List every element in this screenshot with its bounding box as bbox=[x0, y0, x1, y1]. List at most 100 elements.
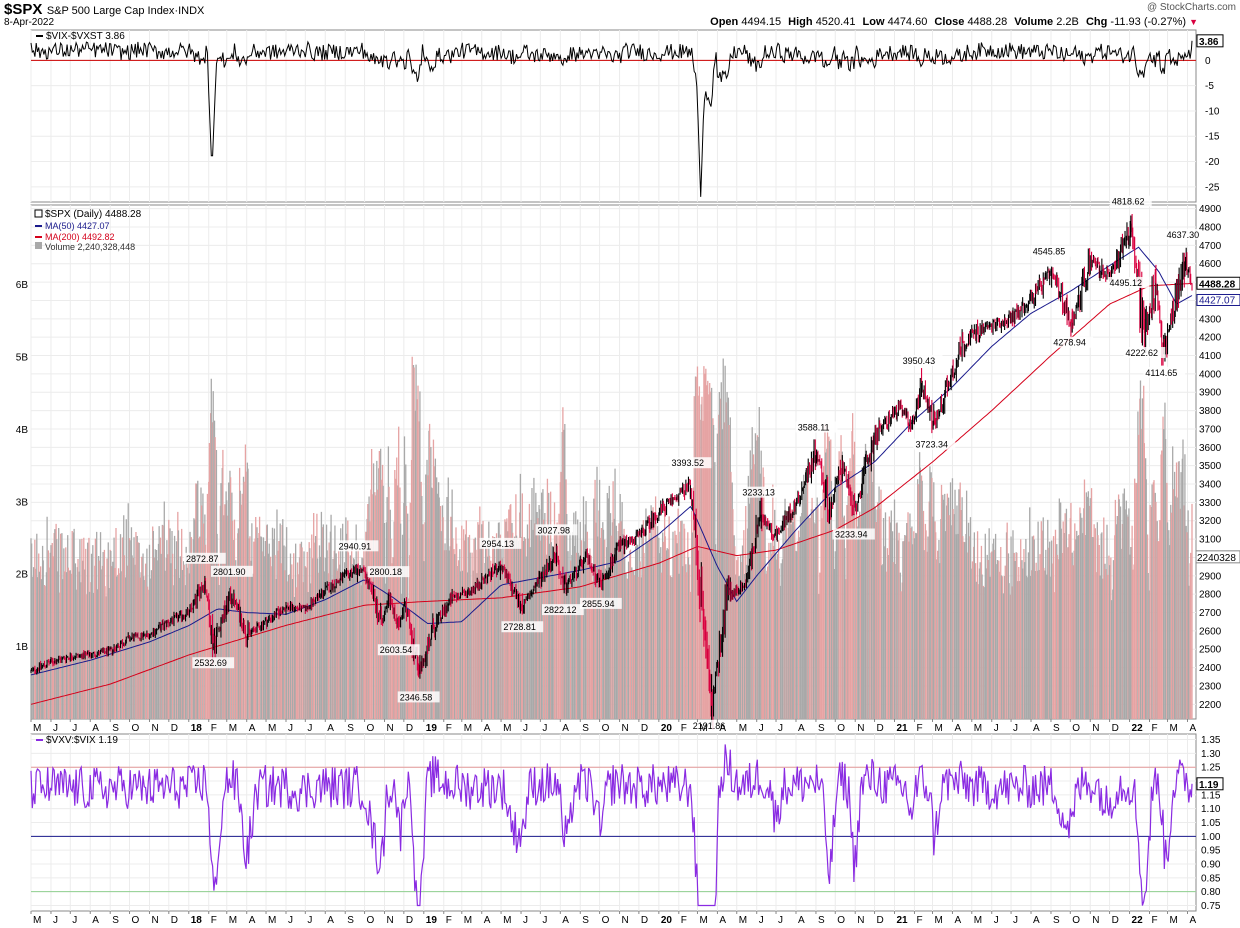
x-tick-label: N bbox=[151, 915, 158, 926]
price-annotation: 2603.54 bbox=[380, 645, 413, 655]
x-tick-label: F bbox=[681, 723, 687, 734]
x-tick-label: N bbox=[857, 723, 864, 734]
price-annotation-bg bbox=[579, 597, 622, 609]
chart-header: $SPX S&P 500 Large Cap Index·INDX 8-Apr-… bbox=[4, 0, 1236, 30]
x-tick-label: J bbox=[307, 915, 312, 926]
price-annotation: 2346.58 bbox=[400, 692, 433, 702]
vxv-tick-label: 1.00 bbox=[1201, 832, 1221, 843]
x-tick-label: M bbox=[974, 915, 982, 926]
price-tick-label: 4600 bbox=[1199, 259, 1222, 270]
x-tick-label: D bbox=[877, 915, 884, 926]
price-annotation: 2801.90 bbox=[213, 567, 246, 577]
vxv-tick-label: 1.15 bbox=[1201, 790, 1221, 801]
price-legend-label: $SPX (Daily) 4488.28 bbox=[45, 209, 142, 220]
x-tick-label: O bbox=[602, 915, 610, 926]
price-annotation: 2822.12 bbox=[544, 605, 577, 615]
down-arrow-icon: ▼ bbox=[1189, 17, 1198, 27]
vix-legend-label: $VIX-$VXST 3.86 bbox=[46, 31, 125, 42]
x-tick-label: J bbox=[778, 723, 783, 734]
price-bars bbox=[30, 214, 1193, 730]
chg-value: -11.93 (-0.27%) bbox=[1110, 16, 1187, 28]
x-tick-label: N bbox=[622, 723, 629, 734]
index-name: S&P 500 Large Cap Index bbox=[46, 5, 175, 17]
x-tick-label: O bbox=[132, 915, 140, 926]
price-tick-label: 4900 bbox=[1199, 204, 1222, 215]
price-annotation-bg bbox=[833, 528, 875, 540]
x-tick-label: A bbox=[249, 915, 256, 926]
close-label: Close bbox=[934, 16, 965, 28]
x-tick-label: S bbox=[112, 915, 119, 926]
x-tick-label: J bbox=[759, 723, 764, 734]
volume-tick-label: 4B bbox=[16, 425, 29, 436]
price-tick-label: 3400 bbox=[1199, 480, 1222, 491]
close-last-label: 4488.28 bbox=[1199, 279, 1236, 290]
ma200-legend-swatch bbox=[35, 236, 42, 238]
x-tick-label: J bbox=[288, 723, 293, 734]
price-tick-label: 4300 bbox=[1199, 314, 1222, 325]
x-tick-label: F bbox=[916, 915, 922, 926]
price-annotation: 3950.43 bbox=[903, 356, 936, 366]
price-annotation: 2954.13 bbox=[482, 539, 515, 549]
price-annotation-bg bbox=[479, 537, 522, 549]
x-tick-label: D bbox=[171, 723, 178, 734]
price-annotation-bg bbox=[795, 421, 838, 433]
x-tick-label: J bbox=[759, 915, 764, 926]
exchange: INDX bbox=[178, 5, 205, 17]
vix-vxst-line bbox=[30, 40, 1193, 197]
price-annotation-bg bbox=[541, 604, 584, 616]
x-tick-label: A bbox=[249, 723, 256, 734]
x-tick-label: O bbox=[837, 723, 845, 734]
x-tick-label: J bbox=[53, 723, 58, 734]
vxv-last-label: 1.19 bbox=[1199, 780, 1219, 791]
x-tick-label: A bbox=[562, 915, 569, 926]
volume-label: Volume bbox=[1014, 16, 1054, 28]
x-tick-label: O bbox=[837, 915, 845, 926]
x-tick-label: J bbox=[542, 723, 547, 734]
price-annotation: 4114.65 bbox=[1145, 368, 1177, 378]
x-tick-label: M bbox=[974, 723, 982, 734]
price-panel: 2872.87 2801.90 2532.69 2940.91 2800.18 2603.… bbox=[16, 195, 1240, 731]
x-tick-label: D bbox=[641, 915, 648, 926]
x-tick-label: O bbox=[367, 723, 375, 734]
price-annotation-bg bbox=[669, 457, 712, 469]
price-tick-label: 3600 bbox=[1199, 443, 1222, 454]
symbol: $SPX bbox=[4, 1, 43, 18]
x-tick-label: 20 bbox=[661, 723, 673, 734]
x-tick-label: A bbox=[798, 723, 805, 734]
price-tick-label: 2800 bbox=[1199, 590, 1222, 601]
price-annotation: 4818.62 bbox=[1112, 197, 1145, 207]
ma50-last-label: 4427.07 bbox=[1199, 295, 1236, 306]
watermark: @ StockCharts.com bbox=[1146, 2, 1236, 13]
x-tick-label: M bbox=[229, 915, 237, 926]
price-tick-label: 2600 bbox=[1199, 626, 1222, 637]
vxv-tick-label: 0.90 bbox=[1201, 859, 1221, 870]
price-last-value-boxes: 4488.28 4427.07 2240328 bbox=[1195, 276, 1240, 564]
price-annotation: 4495.12 bbox=[1109, 278, 1142, 288]
price-tick-label: 3700 bbox=[1199, 424, 1222, 435]
x-tick-label: O bbox=[1072, 915, 1080, 926]
ma50-legend-label: MA(50) 4427.07 bbox=[45, 221, 110, 231]
x-tick-label: J bbox=[72, 723, 77, 734]
x-tick-label: J bbox=[53, 915, 58, 926]
x-tick-label: J bbox=[994, 723, 999, 734]
price-annotation-bg bbox=[397, 691, 440, 703]
x-tick-label: J bbox=[288, 915, 293, 926]
x-tick-label: M bbox=[1170, 723, 1178, 734]
price-annotation: 4545.85 bbox=[1033, 247, 1066, 257]
x-tick-label: F bbox=[1152, 723, 1158, 734]
x-tick-label: A bbox=[954, 915, 961, 926]
vix-tick-label: -20 bbox=[1205, 157, 1220, 168]
x-tick-label: M bbox=[699, 723, 707, 734]
vix-y-ticks: 0 -5 -10 -15 -20 -25 bbox=[1205, 56, 1220, 193]
vxv-tick-label: 1.35 bbox=[1201, 735, 1221, 746]
vxv-vix-line bbox=[30, 744, 1193, 907]
x-tick-label: 22 bbox=[1132, 723, 1144, 734]
price-tick-label: 3300 bbox=[1199, 498, 1222, 509]
x-tick-label: D bbox=[1112, 915, 1119, 926]
price-legend: $SPX (Daily) 4488.28 MA(50) 4427.07 MA(2… bbox=[34, 209, 142, 252]
price-annotation-bg bbox=[535, 524, 578, 536]
x-tick-label: A bbox=[327, 723, 334, 734]
x-tick-label: N bbox=[1092, 915, 1099, 926]
price-annotation: 2940.91 bbox=[339, 541, 372, 551]
